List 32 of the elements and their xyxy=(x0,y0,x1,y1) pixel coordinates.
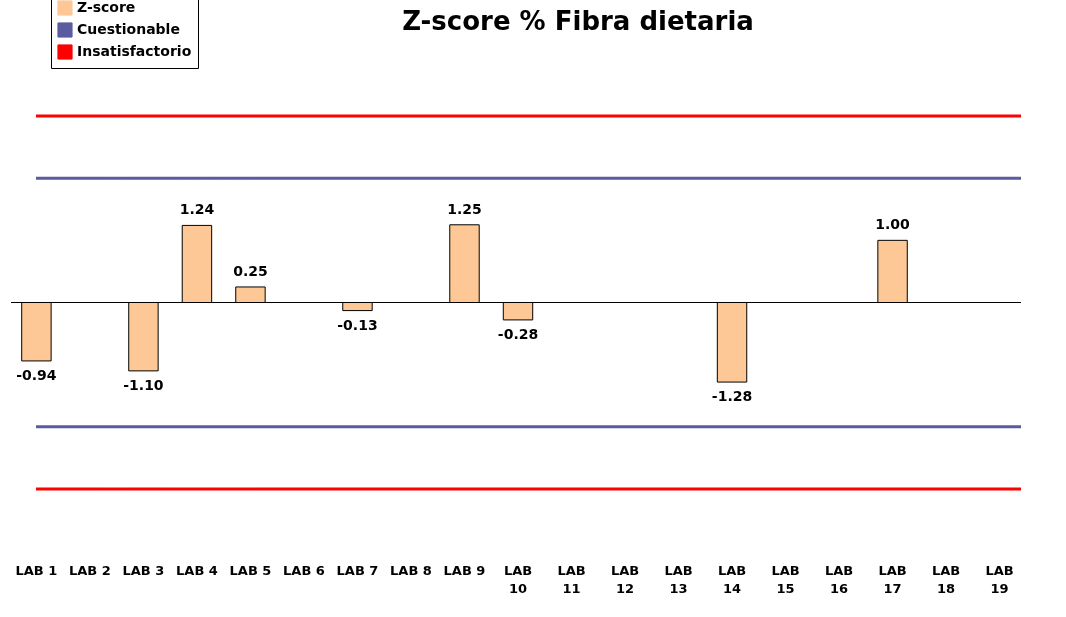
x-tick-label: LAB 5 xyxy=(229,562,272,578)
x-tick-label: LAB 2 xyxy=(69,562,111,578)
legend-label: Insatisfactorio xyxy=(77,43,192,59)
x-tick-label: LAB 16 xyxy=(824,562,854,596)
data-label: 1.25 xyxy=(447,200,482,217)
chart-title: Z-score % Fibra dietaria xyxy=(402,5,754,36)
x-tick-label: LAB 7 xyxy=(336,562,379,578)
data-label: -0.13 xyxy=(337,316,378,333)
x-tick-label: LAB 1 xyxy=(15,562,58,578)
legend-label: Cuestionable xyxy=(77,21,180,37)
data-label: -1.10 xyxy=(123,376,164,393)
x-tick-label: LAB 8 xyxy=(390,562,432,578)
x-tick-label: LAB 13 xyxy=(664,562,693,596)
x-tick-label: LAB 3 xyxy=(122,562,165,578)
data-label: 0.25 xyxy=(233,262,268,279)
data-label: 1.24 xyxy=(179,201,215,218)
x-tick-label: LAB 9 xyxy=(443,562,486,578)
x-tick-label: LAB 15 xyxy=(771,562,800,596)
data-label: -0.28 xyxy=(497,325,539,342)
x-tick-label: LAB 6 xyxy=(283,562,325,578)
x-tick-label: LAB 12 xyxy=(610,562,640,596)
x-tick-label: LAB 14 xyxy=(717,562,747,596)
x-tick-label: LAB 17 xyxy=(878,562,907,596)
x-tick-label: LAB 18 xyxy=(931,562,961,596)
x-tick-label: LAB 11 xyxy=(557,562,586,596)
x-tick-label: LAB 10 xyxy=(503,562,533,596)
data-label: -1.28 xyxy=(711,388,753,405)
legend-label: Z-score xyxy=(77,0,136,15)
x-tick-label: LAB 19 xyxy=(985,562,1014,596)
x-tick-label: LAB 4 xyxy=(176,562,218,578)
data-label: 1.00 xyxy=(875,216,911,233)
data-label: -0.94 xyxy=(16,366,57,383)
